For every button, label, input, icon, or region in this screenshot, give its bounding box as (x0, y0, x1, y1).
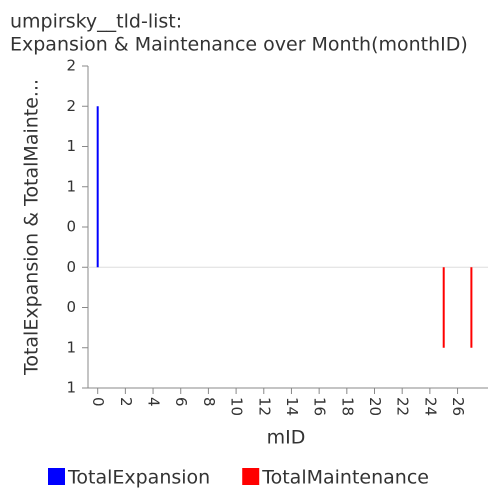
x-tick-label: 16 (311, 397, 329, 416)
y-tick-label: 2 (66, 57, 76, 75)
y-tick-label: 0 (66, 298, 76, 316)
x-tick-label: 2 (117, 397, 135, 407)
x-tick-label: 14 (283, 397, 301, 416)
legend-label: TotalMaintenance (261, 467, 429, 489)
x-tick-label: 26 (449, 397, 467, 416)
x-tick-label: 4 (145, 397, 163, 407)
chart-subtitle: Expansion & Maintenance over Month(month… (10, 34, 468, 56)
x-tick-label: 8 (200, 397, 218, 407)
y-tick-label: 0 (66, 258, 76, 276)
y-axis-label: TotalExpansion & TotalMainte... (21, 79, 43, 376)
y-tick-label: 1 (66, 379, 76, 397)
x-tick-label: 18 (338, 397, 356, 416)
legend-label: TotalExpansion (67, 467, 210, 489)
y-tick-label: 2 (66, 97, 76, 115)
x-tick-label: 24 (421, 397, 439, 416)
y-tick-label: 1 (66, 338, 76, 356)
y-tick-label: 1 (66, 137, 76, 155)
x-axis-label: mID (267, 427, 306, 449)
y-tick-label: 1 (66, 177, 76, 195)
x-tick-label: 12 (255, 397, 273, 416)
y-tick-label: 0 (66, 218, 76, 236)
x-tick-label: 6 (172, 397, 190, 407)
x-tick-label: 20 (366, 397, 384, 416)
x-tick-label: 0 (89, 397, 107, 407)
chart-title: umpirsky__tld-list: (10, 11, 182, 33)
legend-swatch (242, 468, 260, 485)
x-tick-label: 10 (228, 397, 246, 416)
legend-swatch (48, 468, 65, 485)
x-tick-label: 22 (394, 397, 412, 416)
